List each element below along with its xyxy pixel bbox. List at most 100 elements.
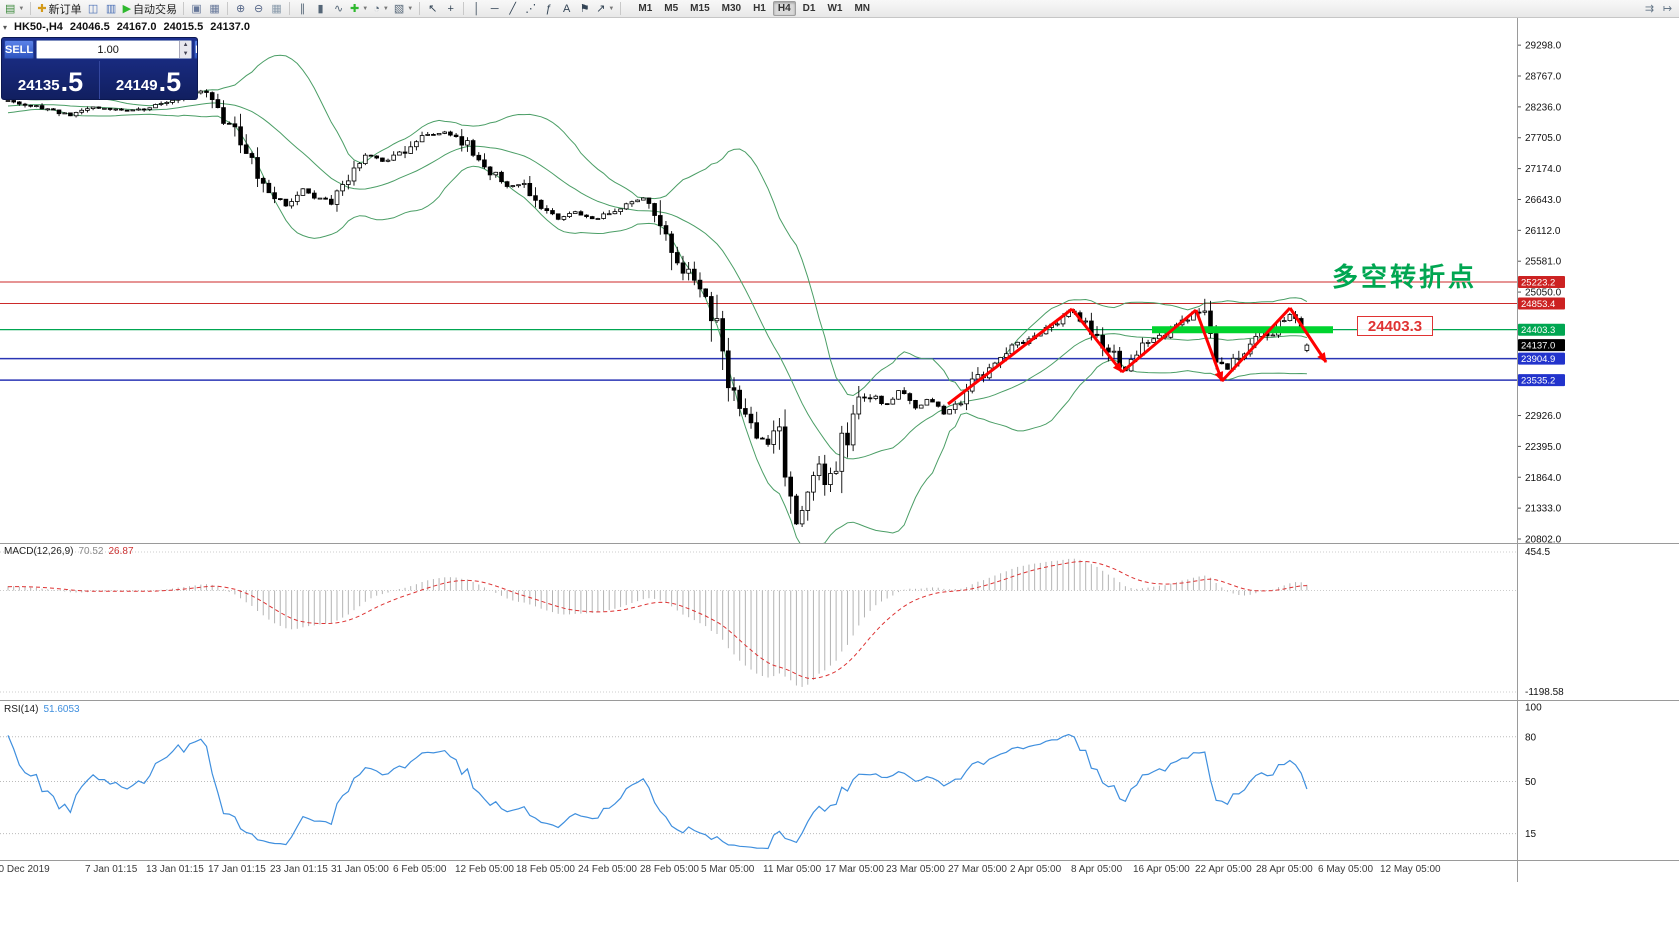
svg-text:24 Feb 05:00: 24 Feb 05:00 (578, 864, 637, 875)
svg-text:6 May 05:00: 6 May 05:00 (1318, 864, 1373, 875)
volume-increase-button[interactable]: ▲ (180, 41, 192, 50)
chart-high-value: 24167.0 (116, 21, 157, 33)
sell-button[interactable]: SELL (4, 40, 35, 59)
price-annotation-box[interactable]: 24403.3 (1357, 316, 1433, 336)
svg-text:24403.3: 24403.3 (1521, 325, 1555, 336)
cascade-windows-icon[interactable]: ▣ (191, 2, 202, 15)
timeframe-button-m15[interactable]: M15 (690, 3, 710, 14)
chart-title: ▾ HK50-,H4 24046.5 24167.0 24015.5 24137… (3, 21, 250, 33)
horizontal-line-icon[interactable]: ─ (490, 2, 499, 15)
trend-arrow-6[interactable] (1288, 307, 1328, 363)
toolbar-separator (463, 2, 465, 15)
macd-main-value: 70.52 (78, 546, 104, 557)
svg-text:13 Jan 01:15: 13 Jan 01:15 (146, 864, 204, 875)
sell-price-display[interactable]: 24135.5 (2, 61, 99, 99)
text-icon[interactable]: A (563, 2, 571, 15)
svg-text:25581.0: 25581.0 (1525, 257, 1562, 268)
candlestick-series (5, 89, 1310, 527)
chart-low-value: 24015.5 (163, 21, 204, 33)
trend-arrow-4[interactable] (1194, 309, 1224, 382)
macd-indicator-label: MACD(12,26,9) 70.52 26.87 (4, 546, 134, 557)
periods-icon[interactable]: ◔ ▼ (373, 2, 389, 15)
turning-point-annotation[interactable]: 多空转折点 (1332, 262, 1478, 292)
macd-name: MACD(12,26,9) (4, 546, 74, 557)
time-scale-drag-area[interactable] (0, 861, 1517, 881)
price-scale-drag-area[interactable] (1518, 18, 1578, 543)
svg-text:25050.0: 25050.0 (1525, 288, 1562, 299)
trendline-icon[interactable]: ╱ (509, 2, 516, 15)
svg-text:22395.0: 22395.0 (1525, 442, 1562, 453)
autotrading-button[interactable]: ▶ 自动交易 (122, 2, 178, 16)
timeframe-button-m1[interactable]: M1 (638, 3, 653, 14)
svg-text:25223.2: 25223.2 (1521, 277, 1555, 288)
svg-text:27705.0: 27705.0 (1525, 133, 1562, 144)
timeframe-button-h1[interactable]: H1 (753, 3, 766, 14)
tile-windows-icon[interactable]: ▦ (209, 2, 220, 15)
sell-price-fraction: .5 (60, 67, 84, 98)
rsi-current-value: 51.6053 (43, 704, 80, 715)
timeframe-button-m30[interactable]: M30 (721, 3, 742, 14)
rsi-line (7, 733, 1308, 850)
zoom-in-icon[interactable]: ⊕ (235, 2, 246, 15)
depth-of-market-icon[interactable]: ▥ (105, 2, 117, 15)
volume-input[interactable] (37, 41, 180, 58)
volume-decrease-button[interactable]: ▼ (180, 49, 192, 58)
buy-price-display[interactable]: 24149.5 (99, 61, 197, 99)
chart-shift-icon[interactable]: ↦ (1662, 2, 1673, 15)
timeframe-button-mn[interactable]: MN (854, 3, 871, 14)
crosshair-icon[interactable]: + (447, 2, 454, 15)
trend-arrow-5[interactable] (1220, 306, 1292, 383)
trend-arrow-3[interactable] (1121, 308, 1197, 374)
new-order-button[interactable]: ✚ 新订单 (37, 2, 82, 16)
svg-text:28767.0: 28767.0 (1525, 72, 1562, 83)
svg-text:20802.0: 20802.0 (1525, 534, 1562, 545)
buy-button[interactable]: BUY (194, 40, 197, 59)
svg-text:5 Mar 05:00: 5 Mar 05:00 (701, 864, 755, 875)
svg-text:12 Feb 05:00: 12 Feb 05:00 (455, 864, 514, 875)
cursor-icon[interactable]: ↖ (428, 2, 438, 15)
one-click-collapse-icon[interactable]: ▾ (3, 22, 8, 32)
svg-text:22926.0: 22926.0 (1525, 411, 1562, 422)
svg-text:17 Mar 05:00: 17 Mar 05:00 (825, 864, 884, 875)
trend-arrow-1[interactable] (947, 307, 1073, 406)
bar-chart-icon[interactable]: ∥ (299, 2, 306, 15)
volume-field: ▲ ▼ (36, 40, 193, 59)
main-toolbar: ▤ ▼ ✚ 新订单 ◫ ▥ ▶ 自动交易 ▣ ▦ ⊕ ⊖ ▦ ∥ ▮ ∿ ✚ ▼ ◔ ▼ ▧ ▼ ↖ + │ ─ ╱ ⋰ ƒ A ⚑ ↗ ▼ M1… (0, 0, 1679, 18)
timeframe-button-m5[interactable]: M5 (664, 3, 679, 14)
grid-icon[interactable]: ▦ (271, 2, 282, 15)
zoom-out-icon[interactable]: ⊖ (253, 2, 264, 15)
timeframe-button-d1[interactable]: D1 (802, 3, 816, 14)
sell-price-main: 24135 (17, 76, 60, 94)
svg-text:16 Apr 05:00: 16 Apr 05:00 (1133, 864, 1190, 875)
line-chart-icon[interactable]: ∿ (333, 2, 344, 15)
trend-arrows[interactable] (947, 306, 1328, 406)
svg-text:23 Mar 05:00: 23 Mar 05:00 (886, 864, 945, 875)
timeframe-button-w1[interactable]: W1 (827, 3, 843, 14)
timeframe-button-h4[interactable]: H4 (772, 1, 796, 16)
svg-text:8 Apr 05:00: 8 Apr 05:00 (1071, 864, 1123, 875)
candlestick-chart-icon[interactable]: ▮ (317, 2, 324, 15)
chart-windows-icon[interactable]: ◫ (87, 2, 99, 15)
vertical-line-icon[interactable]: │ (473, 2, 481, 15)
templates-icon[interactable]: ▧ ▼ (393, 2, 414, 15)
svg-text:24853.4: 24853.4 (1521, 299, 1555, 310)
channel-icon[interactable]: ⋰ (525, 2, 537, 15)
rsi-indicator-label: RSI(14) 51.6053 (4, 704, 80, 715)
indicators-icon[interactable]: ✚ ▼ (350, 2, 369, 15)
chart-close-value: 24137.0 (210, 21, 250, 33)
new-chart-icon[interactable]: ▤ ▼ (5, 2, 25, 15)
fibonacci-icon[interactable]: ƒ (545, 2, 552, 15)
svg-text:29298.0: 29298.0 (1525, 41, 1562, 52)
svg-text:18 Feb 05:00: 18 Feb 05:00 (516, 864, 575, 875)
label-icon[interactable]: ⚑ (579, 2, 590, 15)
chart-open-value: 24046.5 (69, 21, 110, 33)
arrows-icon[interactable]: ↗ ▼ (596, 2, 615, 15)
svg-text:23 Jan 01:15: 23 Jan 01:15 (270, 864, 328, 875)
toolbar-separator (30, 2, 32, 15)
svg-text:28236.0: 28236.0 (1525, 102, 1562, 113)
auto-scroll-icon[interactable]: ⇉ (1644, 2, 1655, 15)
trend-arrow-2[interactable] (1070, 308, 1124, 373)
level-lines (0, 281, 1517, 381)
